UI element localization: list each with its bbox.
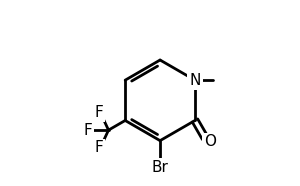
Text: Br: Br bbox=[152, 160, 169, 175]
Text: F: F bbox=[84, 123, 93, 138]
Text: O: O bbox=[204, 134, 216, 149]
Text: F: F bbox=[95, 105, 104, 121]
Text: N: N bbox=[189, 73, 201, 88]
Text: F: F bbox=[95, 140, 104, 155]
